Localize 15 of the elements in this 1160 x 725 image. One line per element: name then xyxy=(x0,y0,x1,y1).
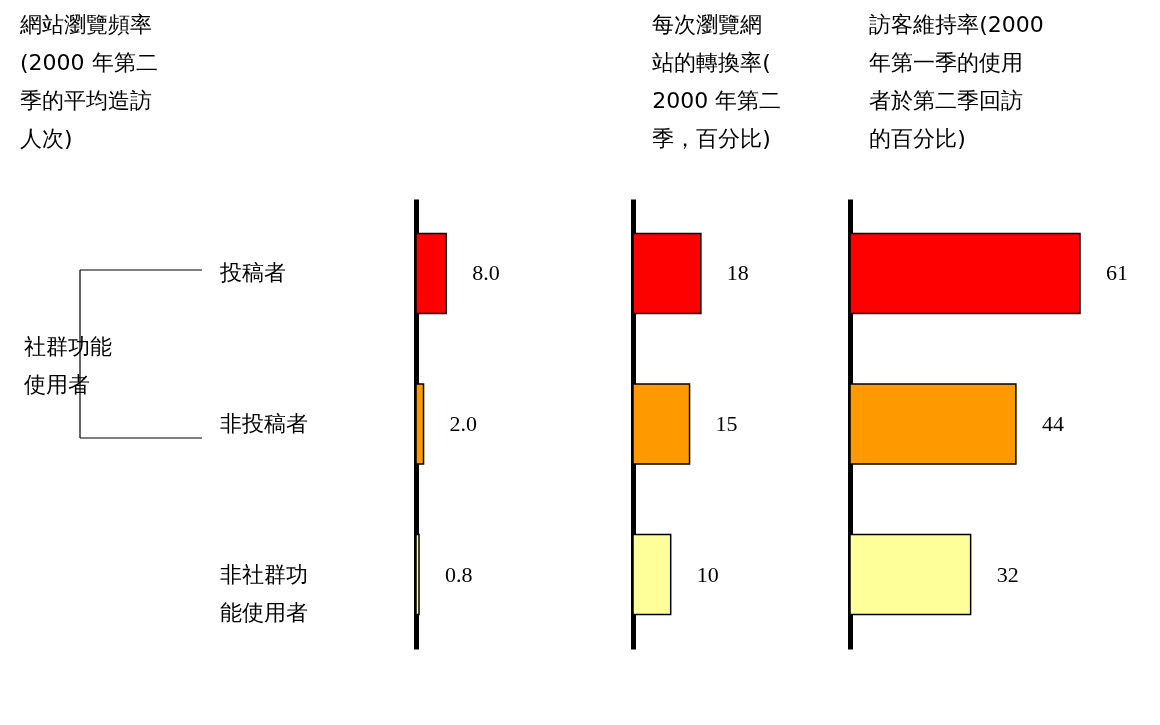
data-label: 0.8 xyxy=(445,561,473,587)
data-label: 32 xyxy=(996,561,1019,587)
chart-title: 每次瀏覽網站的轉換率(2000 年第二季，百分比) xyxy=(652,12,782,151)
data-label: 2.0 xyxy=(449,411,478,436)
data-label: 8.0 xyxy=(472,260,500,286)
y-tick-label: 投稿者 xyxy=(218,260,286,286)
data-label: 18 xyxy=(726,260,749,286)
data-label: 61 xyxy=(1105,260,1128,286)
text: 網站瀏覽頻率(2000 年第二季的平均造訪人次) xyxy=(19,12,158,151)
data-label: 44 xyxy=(1041,411,1064,436)
data-label: 15 xyxy=(715,411,738,436)
y-tick-label: 非投稿者 xyxy=(219,411,308,436)
chart-title: 訪客維持率(2000 年第一季的使用者於第二季回訪的百分比) xyxy=(869,12,1044,151)
data-label: 10 xyxy=(696,561,719,587)
y-tick-label: 非社群功能使用者 xyxy=(219,561,308,625)
